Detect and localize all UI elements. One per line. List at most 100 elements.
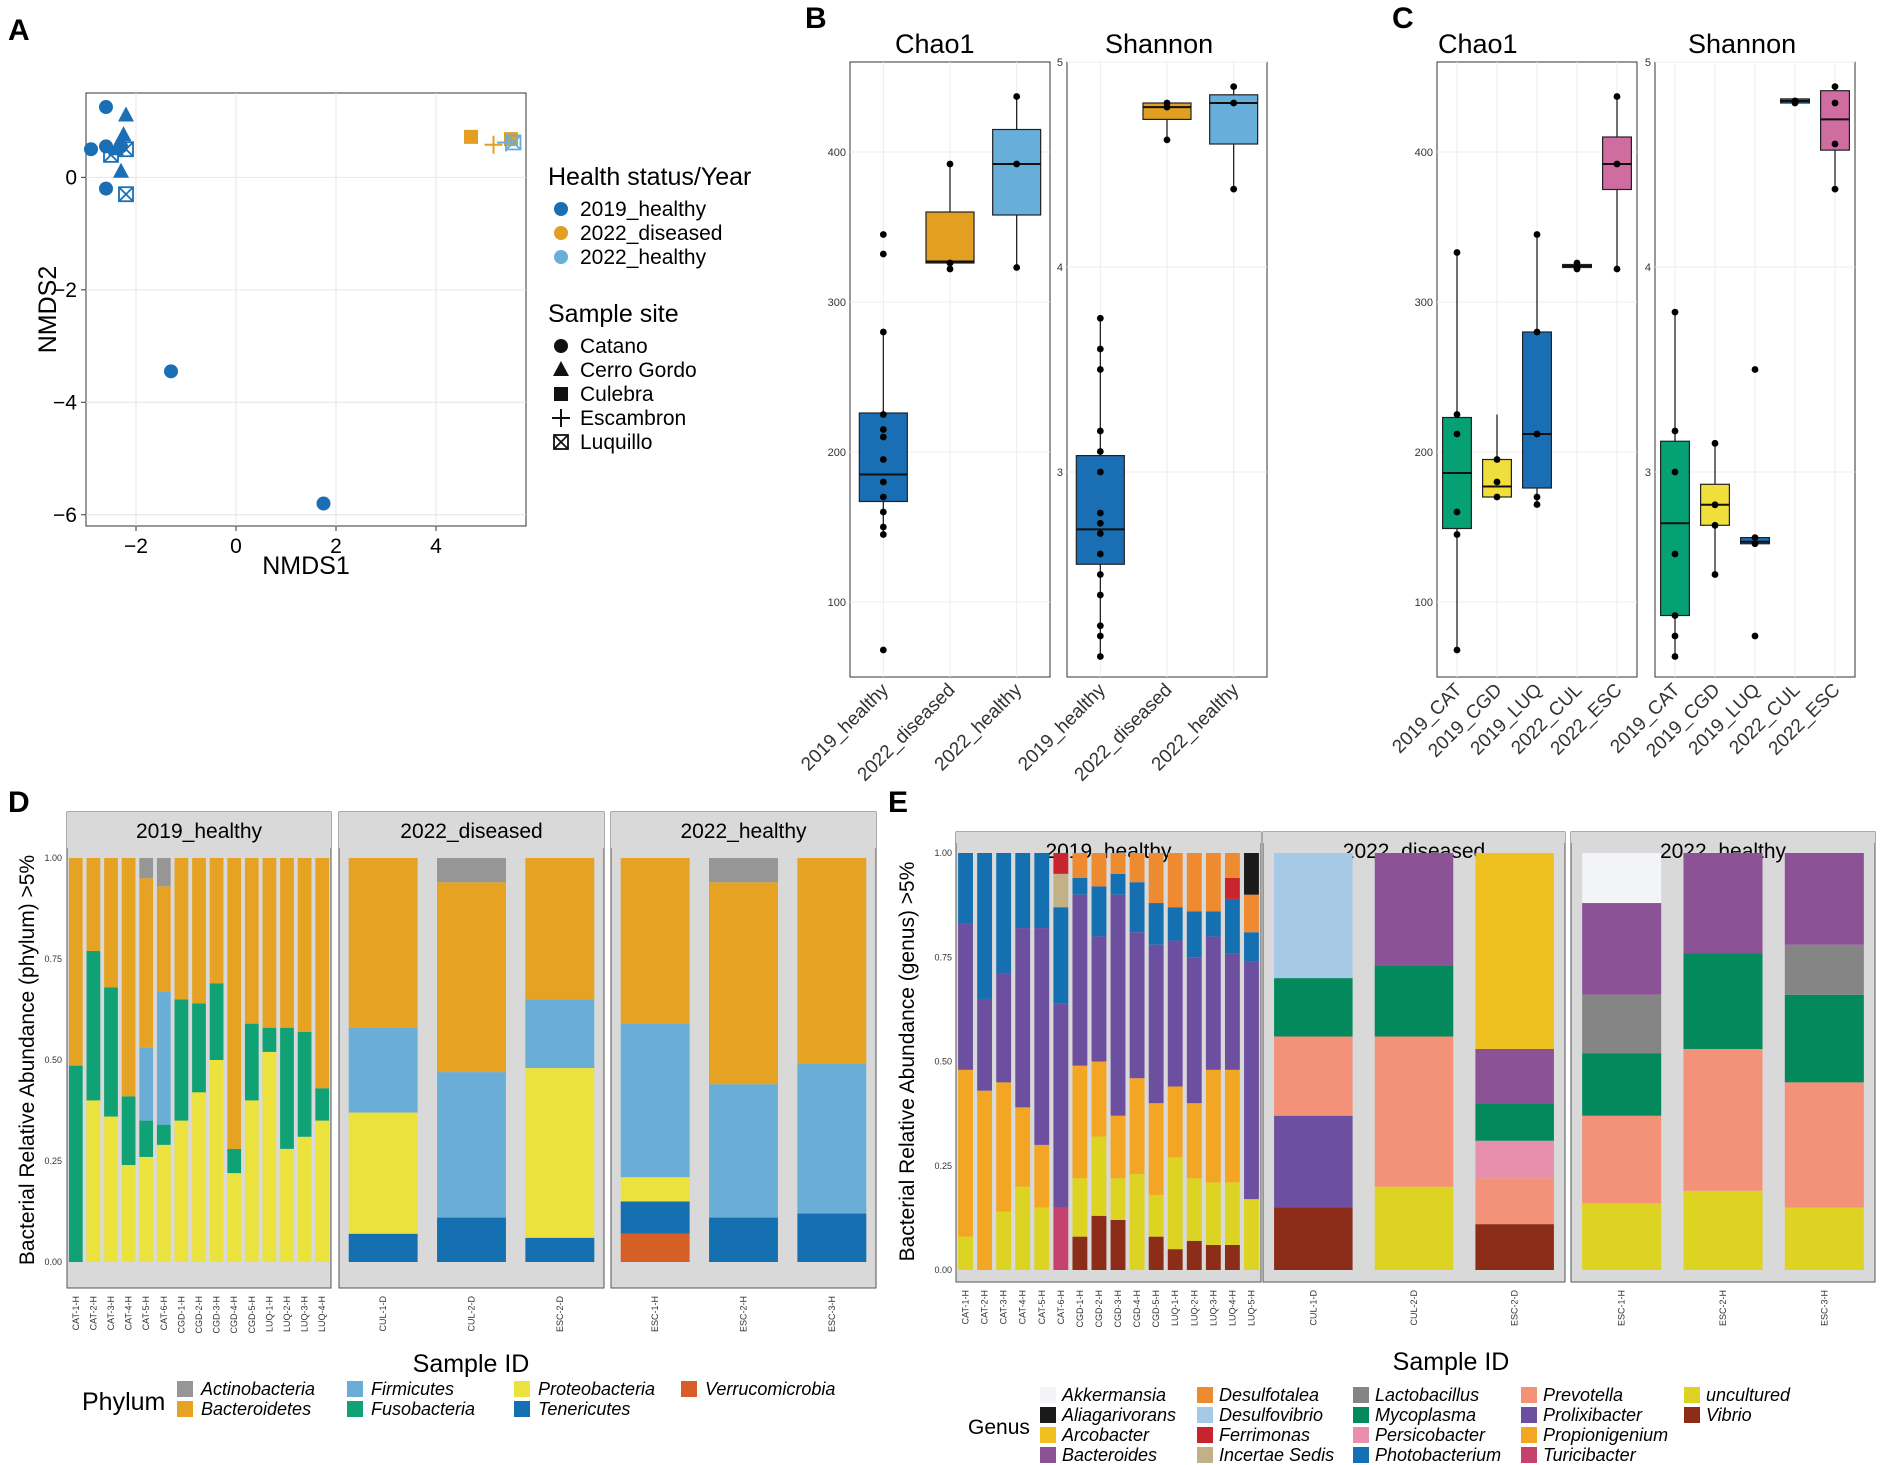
- bar-segment-uncultured: [1129, 1174, 1145, 1270]
- data-point: [1711, 521, 1719, 529]
- bar-segment-Prolixibacter: [1053, 1003, 1069, 1208]
- y-tick-label: 1.00: [44, 853, 62, 863]
- data-point: [879, 433, 887, 441]
- legend-label: Propionigenium: [1543, 1425, 1668, 1445]
- legend-key-Bacteroidetes: [177, 1401, 193, 1417]
- bar-segment-Photobacterium: [1148, 903, 1164, 945]
- bar-segment-Bacteroides: [1683, 853, 1763, 954]
- data-point: [1671, 427, 1679, 435]
- legend-key-2022_healthy: [554, 250, 568, 264]
- bar-segment-Propionigenium: [1205, 1069, 1221, 1183]
- x-tick-label: 4: [430, 535, 442, 558]
- data-point: [1230, 99, 1238, 107]
- bar-segment-Bacteroides: [1784, 853, 1864, 945]
- data-point: [879, 411, 887, 418]
- x-tick-label: CUL-2-D: [1409, 1290, 1419, 1326]
- bar-segment-Prolixibacter: [1034, 928, 1050, 1145]
- data-point: [879, 456, 887, 463]
- panel-label-B: B: [805, 2, 827, 35]
- bar-segment-Prevotella: [1582, 1115, 1662, 1204]
- bar-segment-Turicibacter: [1053, 1207, 1069, 1270]
- bar-segment-Prevotella: [1374, 1036, 1454, 1187]
- data-point: [1711, 439, 1719, 447]
- bar-segment-Mycoplasma: [1683, 953, 1763, 1049]
- nmds-point: [118, 141, 134, 158]
- y-tick-label: 0.00: [934, 1265, 952, 1275]
- y-tick-label: 400: [1415, 147, 1433, 159]
- bar-segment-Fusobacteria: [262, 1027, 277, 1052]
- bar-segment-uncultured: [1374, 1186, 1454, 1270]
- bar-segment-Bacteroidetes: [437, 882, 506, 1073]
- y-tick-label: 300: [828, 297, 846, 309]
- legend-label: Prolixibacter: [1543, 1405, 1643, 1425]
- data-point: [1751, 366, 1759, 373]
- data-point: [1453, 411, 1461, 418]
- nmds-point: [505, 134, 522, 151]
- data-point: [1613, 160, 1621, 168]
- bar-segment-Prolixibacter: [1129, 932, 1145, 1079]
- nmds-point: [164, 364, 178, 379]
- bar-segment-Fusobacteria: [86, 950, 101, 1101]
- data-point: [1163, 136, 1171, 144]
- x-tick-label: CGD-4-H: [229, 1296, 239, 1334]
- data-point: [1671, 653, 1679, 660]
- data-point: [1671, 632, 1679, 640]
- legend-label: Desulfovibrio: [1219, 1405, 1323, 1425]
- bar-segment-uncultured: [1148, 1194, 1164, 1237]
- bar-segment-Bacteroidetes: [797, 858, 867, 1065]
- nmds-point: [118, 186, 134, 203]
- bar-segment-Prevotella: [1475, 1178, 1554, 1225]
- legend-label: Actinobacteria: [200, 1379, 315, 1399]
- nmds-point: [84, 142, 98, 157]
- bar-segment-Propionigenium: [1224, 1069, 1240, 1183]
- bar-segment-Photobacterium: [1091, 886, 1107, 937]
- data-point: [1096, 468, 1104, 476]
- legend-title-health: Health status/Year: [548, 163, 751, 191]
- bar-segment-Vibrio: [1167, 1249, 1183, 1270]
- bar-segment-uncultured: [1034, 1207, 1050, 1270]
- facet-strip: [1571, 832, 1875, 843]
- bar-segment-Photobacterium: [1167, 907, 1183, 941]
- y-tick-label: 0.50: [44, 1055, 62, 1065]
- legend-key-Prevotella: [1521, 1387, 1537, 1403]
- bar-segment-Photobacterium: [1034, 853, 1050, 929]
- bar-segment-Proteobacteria: [209, 1060, 224, 1262]
- data-point: [1013, 93, 1021, 100]
- bar-segment-Photobacterium: [977, 853, 993, 999]
- legend-key-Ferrimonas: [1197, 1427, 1213, 1443]
- legend-label: 2022_diseased: [580, 222, 722, 245]
- bar-segment-Mycoplasma: [1582, 1053, 1662, 1116]
- bar-segment-Prolixibacter: [996, 973, 1012, 1083]
- bar-segment-Prolixibacter: [1072, 894, 1088, 1066]
- bar-segment-Proteobacteria: [620, 1177, 690, 1202]
- x-tick-label: CAT-2-H: [980, 1290, 990, 1324]
- nmds-point: [103, 146, 119, 163]
- data-point: [1751, 632, 1759, 640]
- bar-segment-Fusobacteria: [192, 1003, 206, 1093]
- bar-segment-Mycoplasma: [1374, 965, 1454, 1037]
- legend-label: Incertae Sedis: [1219, 1445, 1334, 1465]
- bar-segment-Prevotella: [1274, 1036, 1353, 1116]
- facet-strip: [1263, 832, 1565, 843]
- bar-segment-Tenericutes: [437, 1217, 506, 1262]
- bar-segment-Proteobacteria: [121, 1165, 136, 1262]
- bar-segment-Proteobacteria: [280, 1148, 294, 1262]
- legend-key-Luquillo: [553, 434, 569, 450]
- bar-segment-Prolixibacter: [1148, 944, 1164, 1104]
- nmds-point: [464, 129, 478, 144]
- legend-key-Mycoplasma: [1353, 1407, 1369, 1423]
- bar-segment-Firmicutes: [525, 999, 595, 1069]
- bar-segment-Bacteroidetes: [620, 858, 690, 1024]
- x-tick-label: CGD-5-H: [1151, 1290, 1161, 1328]
- legend-label: Proteobacteria: [538, 1379, 655, 1399]
- bar-segment-Firmicutes: [620, 1023, 690, 1178]
- bar-segment-Photobacterium: [1205, 911, 1221, 937]
- y-tick-label: 200: [828, 447, 846, 459]
- bar-segment-Bacteroidetes: [104, 858, 118, 988]
- legend-label: 2019_healthy: [580, 198, 707, 221]
- bar-segment-Photobacterium: [1110, 873, 1126, 895]
- legend-key-Lactobacillus: [1353, 1387, 1369, 1403]
- legend-key-Vibrio: [1684, 1407, 1700, 1423]
- bar-segment-Propionigenium: [1167, 1086, 1183, 1158]
- data-point: [1453, 508, 1461, 516]
